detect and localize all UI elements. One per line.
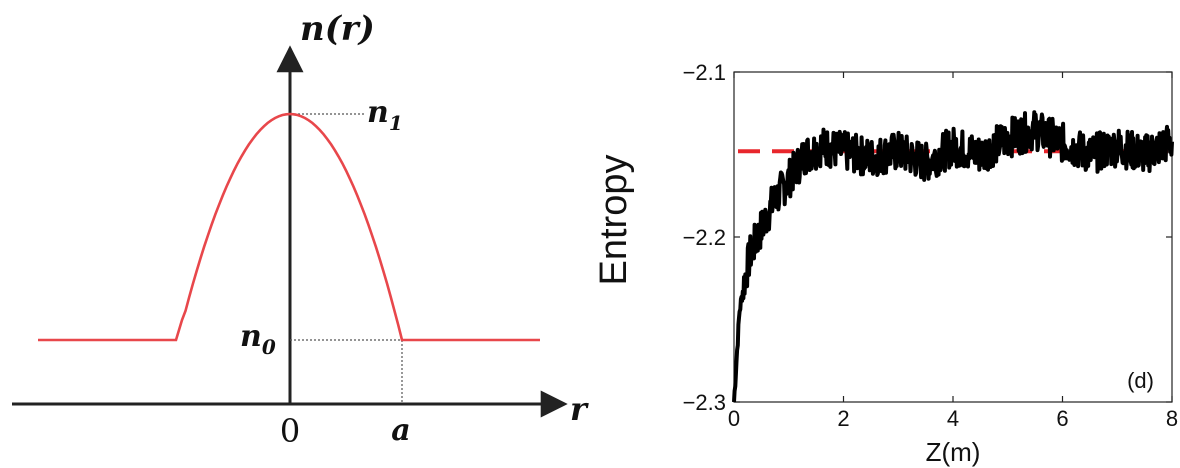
y-axis-title: Entropy (593, 155, 635, 286)
origin-tick-label: 0 (280, 412, 300, 450)
x-tick-label: 0 (728, 406, 740, 431)
x-tick-label: 8 (1166, 406, 1178, 431)
n0-label: n0 (240, 319, 276, 359)
x-tick-label: 2 (837, 406, 849, 431)
axis-ticks: 0 2 4 6 8 −2.1 −2.2 −2.3 (683, 60, 1179, 431)
x-axis-title: Z(m) (926, 437, 981, 467)
x-axis-label: r (570, 390, 589, 428)
y-tick-label: −2.3 (683, 390, 726, 415)
x-tick-label: 6 (1056, 406, 1068, 431)
plot-frame (733, 71, 1173, 403)
y-tick-label: −2.2 (683, 225, 726, 250)
x-tick-label: 4 (947, 406, 959, 431)
n1-label: n1 (367, 95, 403, 135)
y-tick-label: −2.1 (683, 60, 726, 85)
index-profile-panel: n(r) r n1 n0 0 a (12, 9, 589, 450)
panel-label: (d) (1127, 368, 1154, 393)
y-axis-label: n(r) (300, 9, 375, 49)
entropy-trace (732, 110, 1174, 403)
entropy-panel: 0 2 4 6 8 −2.1 −2.2 −2.3 (d) Z(m) Entropy (593, 60, 1178, 467)
core-radius-label: a (391, 413, 410, 448)
index-profile-curve (38, 112, 540, 342)
